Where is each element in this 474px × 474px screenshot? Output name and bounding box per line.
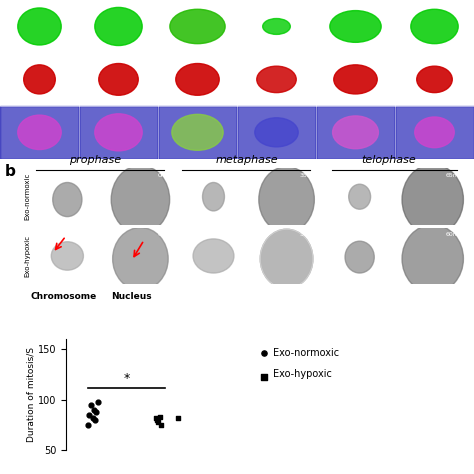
- Ellipse shape: [113, 228, 168, 290]
- Point: [152, 414, 159, 422]
- Point: [155, 418, 162, 426]
- Ellipse shape: [255, 118, 298, 147]
- Text: telophase: telophase: [361, 155, 416, 165]
- Text: Nucleus: Nucleus: [111, 292, 152, 301]
- Ellipse shape: [260, 229, 313, 288]
- Point: [260, 349, 267, 357]
- Text: 65min: 65min: [446, 173, 465, 178]
- Text: b: b: [5, 164, 16, 179]
- Text: *: *: [123, 372, 129, 385]
- Ellipse shape: [259, 166, 314, 233]
- Text: Exo-hypoxic: Exo-hypoxic: [25, 235, 30, 277]
- Ellipse shape: [334, 65, 377, 94]
- Ellipse shape: [193, 239, 234, 273]
- Point: [153, 416, 161, 424]
- Text: 60min: 60min: [373, 232, 392, 237]
- Point: [156, 413, 164, 421]
- Text: metaphase: metaphase: [215, 155, 278, 165]
- Point: [174, 414, 182, 422]
- Ellipse shape: [99, 64, 138, 95]
- Ellipse shape: [111, 165, 170, 234]
- Ellipse shape: [402, 164, 464, 235]
- Text: 0min: 0min: [157, 232, 173, 237]
- Text: Exo-normoxic: Exo-normoxic: [273, 348, 339, 358]
- Point: [91, 416, 99, 424]
- Ellipse shape: [257, 66, 296, 92]
- Text: prophase: prophase: [69, 155, 121, 165]
- Text: Exo-normoxic: Exo-normoxic: [25, 173, 30, 220]
- Point: [90, 406, 98, 414]
- Y-axis label: Duration of mitosis/S: Duration of mitosis/S: [27, 347, 36, 442]
- Point: [92, 408, 100, 416]
- Ellipse shape: [51, 242, 83, 270]
- Ellipse shape: [330, 10, 381, 42]
- Text: 0min: 0min: [84, 173, 100, 178]
- Text: 35min: 35min: [300, 173, 319, 178]
- Bar: [395, 106, 474, 159]
- Bar: [237, 106, 316, 159]
- Ellipse shape: [18, 115, 61, 149]
- Text: 0min: 0min: [157, 173, 173, 178]
- Point: [88, 401, 95, 409]
- Point: [85, 411, 93, 419]
- Ellipse shape: [95, 8, 142, 46]
- Ellipse shape: [53, 182, 82, 217]
- Ellipse shape: [402, 225, 464, 293]
- Bar: [158, 106, 237, 159]
- Text: 30min: 30min: [300, 232, 319, 237]
- Point: [94, 398, 101, 405]
- Text: 65min: 65min: [373, 173, 392, 178]
- Ellipse shape: [349, 184, 371, 209]
- Bar: [0, 106, 79, 159]
- Ellipse shape: [415, 117, 454, 148]
- Ellipse shape: [170, 9, 225, 44]
- Point: [89, 414, 96, 422]
- Ellipse shape: [202, 182, 225, 211]
- Point: [260, 373, 267, 381]
- Ellipse shape: [176, 64, 219, 95]
- Bar: [79, 106, 158, 159]
- Ellipse shape: [24, 65, 55, 94]
- Text: 30min: 30min: [227, 232, 246, 237]
- Ellipse shape: [95, 114, 142, 151]
- Ellipse shape: [18, 8, 61, 45]
- Ellipse shape: [263, 18, 290, 35]
- Text: 35min: 35min: [227, 173, 246, 178]
- Ellipse shape: [172, 114, 223, 150]
- Bar: [316, 106, 395, 159]
- Point: [157, 421, 164, 429]
- Text: 60min: 60min: [446, 232, 465, 237]
- Ellipse shape: [345, 241, 374, 273]
- Text: Exo-hypoxic: Exo-hypoxic: [273, 369, 331, 380]
- Text: Chromosome: Chromosome: [31, 292, 97, 301]
- Ellipse shape: [411, 9, 458, 44]
- Point: [84, 421, 92, 429]
- Ellipse shape: [333, 116, 378, 149]
- Text: 0min: 0min: [84, 232, 100, 237]
- Ellipse shape: [417, 66, 452, 92]
